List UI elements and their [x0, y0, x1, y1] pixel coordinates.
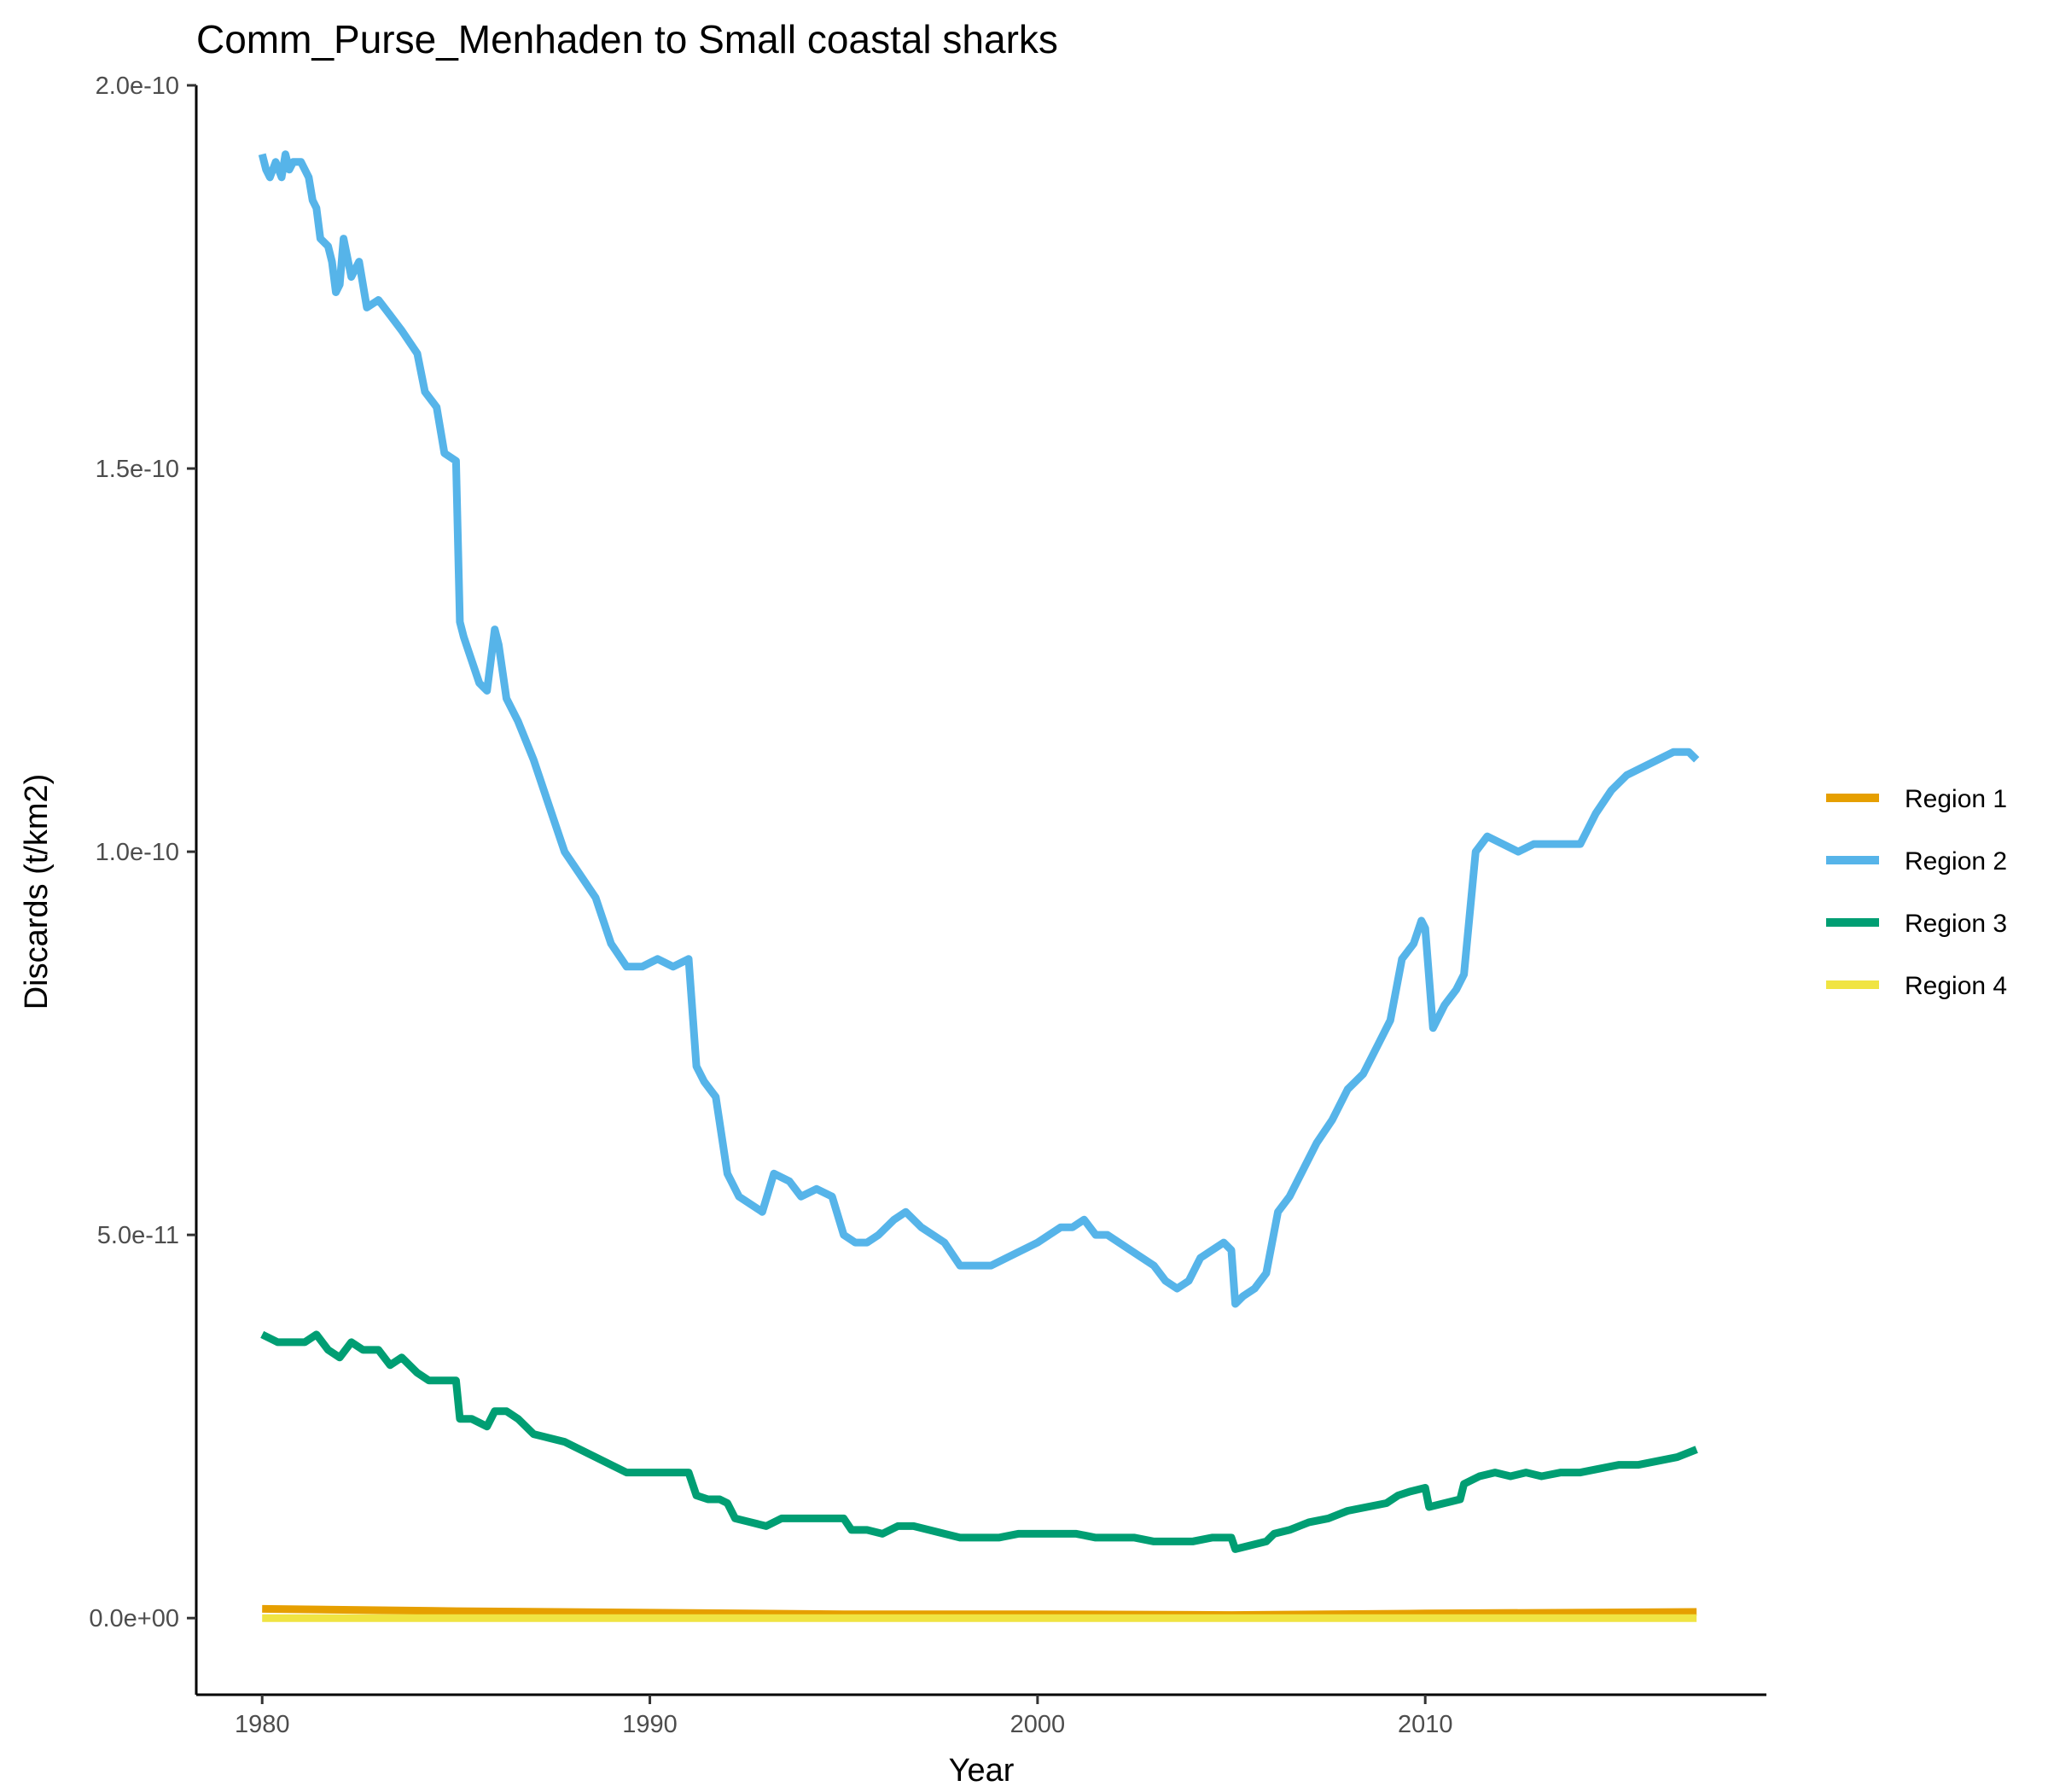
- y-axis: 0.0e+00 5.0e-11 1.0e-10 1.5e-10 2.0e-10: [89, 73, 196, 1632]
- legend: Region 1 Region 2 Region 3 Region 4: [1826, 785, 2007, 1000]
- legend-label: Region 1: [1905, 785, 2007, 813]
- legend-label: Region 2: [1905, 847, 2007, 876]
- legend-label: Region 4: [1905, 972, 2007, 1000]
- x-axis: 1980 1990 2000 2010: [235, 1695, 1452, 1738]
- y-tick-label: 5.0e-11: [97, 1222, 179, 1249]
- legend-item: Region 1: [1826, 785, 2007, 813]
- legend-label: Region 3: [1905, 910, 2007, 938]
- series-line-region-3: [260, 1330, 1698, 1553]
- series-line-region-1: [262, 1604, 1697, 1620]
- y-tick-label: 1.5e-10: [96, 456, 179, 483]
- y-tick-label: 1.0e-10: [96, 839, 179, 866]
- x-tick-label: 2010: [1398, 1711, 1453, 1738]
- chart-title: Comm_Purse_Menhaden to Small coastal sha…: [196, 17, 1058, 61]
- x-axis-label: Year: [949, 1753, 1015, 1789]
- x-tick-label: 2000: [1010, 1711, 1066, 1738]
- series-line-region-2: [258, 150, 1700, 1308]
- legend-item: Region 2: [1826, 847, 2007, 876]
- y-tick-label: 2.0e-10: [96, 73, 179, 100]
- y-axis-label: Discards (t/km2): [19, 774, 55, 1010]
- legend-item: Region 3: [1826, 910, 2007, 938]
- y-tick-label: 0.0e+00: [89, 1605, 179, 1632]
- x-tick-label: 1980: [235, 1711, 290, 1738]
- plot-area: [258, 150, 1700, 1622]
- x-tick-label: 1990: [622, 1711, 678, 1738]
- legend-item: Region 4: [1826, 972, 2007, 1000]
